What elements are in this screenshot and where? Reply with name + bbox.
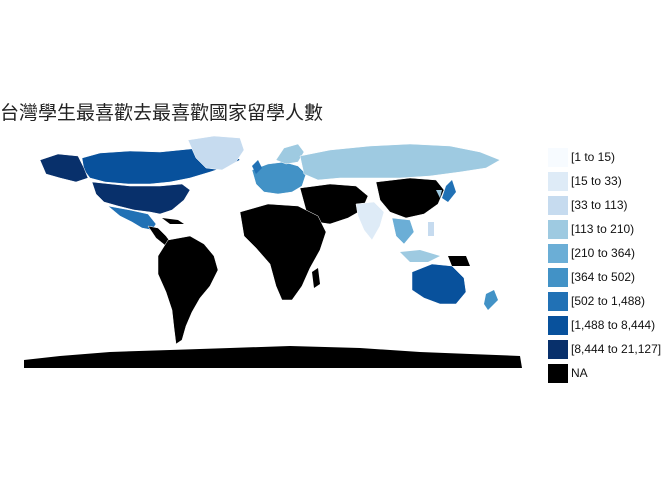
legend-label: [210 to 364) — [571, 246, 636, 260]
region-uk — [252, 160, 262, 174]
legend-item: [8,444 to 21,127] — [547, 338, 672, 362]
legend-swatch — [547, 195, 569, 216]
region-alaska — [39, 153, 89, 183]
legend-item: [364 to 502) — [547, 266, 672, 290]
legend-item: [1,488 to 8,444) — [547, 314, 672, 338]
legend-label: [502 to 1,488) — [571, 294, 646, 308]
region-australia — [411, 263, 467, 305]
region-usa — [91, 181, 191, 215]
legend-swatch — [547, 315, 569, 336]
legend-item: [1 to 15) — [547, 146, 672, 170]
region-greenland — [187, 135, 245, 171]
legend-swatch — [547, 171, 569, 192]
legend-label: [8,444 to 21,127] — [571, 342, 662, 356]
world-choropleth-map — [24, 135, 522, 368]
region-africa — [239, 203, 327, 301]
region-indonesia — [400, 250, 440, 262]
legend-label: [113 to 210) — [571, 222, 635, 236]
legend-label: [33 to 113) — [571, 198, 628, 212]
legend-label: [1 to 15) — [571, 150, 616, 164]
legend-item: [502 to 1,488) — [547, 290, 672, 314]
region-philippines — [428, 222, 434, 236]
region-south-america — [157, 235, 219, 345]
legend-label: NA — [571, 366, 588, 380]
legend-swatch — [547, 267, 569, 288]
legend-swatch — [547, 243, 569, 264]
region-europe — [251, 161, 307, 195]
legend-label: [1,488 to 8,444) — [571, 318, 656, 332]
region-scandinavia — [275, 143, 305, 165]
region-papua — [448, 256, 470, 266]
region-new-zealand — [484, 290, 498, 310]
legend-swatch — [547, 219, 569, 240]
region-russia — [299, 143, 501, 181]
legend-item: [210 to 364) — [547, 242, 672, 266]
legend-item: [113 to 210) — [547, 218, 672, 242]
region-japan — [442, 180, 456, 202]
legend-swatch — [547, 147, 569, 168]
legend-label: [364 to 502) — [571, 270, 636, 284]
legend-item: [15 to 33) — [547, 170, 672, 194]
region-antarctica — [24, 346, 522, 368]
region-india — [355, 201, 385, 241]
region-china — [375, 177, 445, 219]
legend-swatch — [547, 363, 569, 384]
legend-item: [33 to 113) — [547, 194, 672, 218]
map-title: 台灣學生最喜歡去最喜歡國家留學人數 — [0, 102, 324, 124]
region-caribbean — [162, 218, 184, 224]
legend-label: [15 to 33) — [571, 174, 622, 188]
legend-item: NA — [547, 362, 672, 386]
region-korea — [436, 190, 442, 198]
region-southeast-asia — [391, 217, 415, 245]
legend-swatch — [547, 339, 569, 360]
legend-swatch — [547, 291, 569, 312]
region-madagascar — [312, 268, 320, 288]
